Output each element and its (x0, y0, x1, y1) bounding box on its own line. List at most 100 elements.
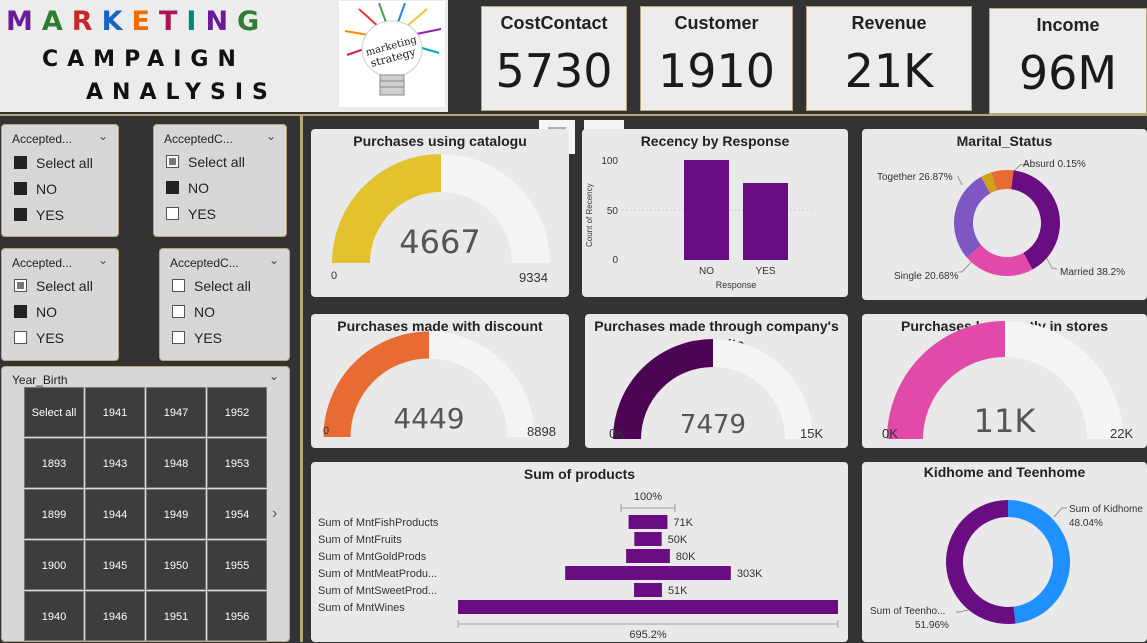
funnel-bar[interactable] (458, 600, 838, 614)
year-cell[interactable]: 1900 (24, 540, 84, 590)
gauge-min: 0 (331, 270, 337, 282)
funnel-bar[interactable] (634, 583, 662, 597)
chevron-down-icon[interactable]: ⌄ (98, 253, 108, 267)
slicer-accepted-3[interactable]: Accepted... ⌄ Select all NO YES (1, 248, 119, 361)
kpi-value: 1910 (641, 44, 792, 98)
gauge-min: 0K (882, 426, 898, 441)
year-cell[interactable]: 1955 (207, 540, 267, 590)
year-cell[interactable]: 1893 (24, 438, 84, 488)
option-label: Select all (188, 154, 245, 170)
year-grid: Select all 1941 1947 1952 1893 1943 1948 1953 18… (24, 387, 270, 643)
donut-slice[interactable] (1011, 170, 1060, 269)
year-cell[interactable]: 1956 (207, 591, 267, 641)
checkbox-icon[interactable] (166, 207, 179, 220)
gauge-card-web: Purchases made through company's web sit… (585, 314, 848, 448)
option-label: NO (194, 304, 215, 320)
year-cell[interactable]: 1943 (85, 438, 145, 488)
slicer-option[interactable]: NO (14, 304, 57, 320)
year-cell[interactable]: 1948 (146, 438, 206, 488)
option-label: Select all (36, 278, 93, 294)
chevron-down-icon[interactable]: ⌄ (269, 253, 279, 267)
chevron-down-icon[interactable]: ⌄ (269, 369, 279, 383)
slicer-header: Accepted... (12, 256, 72, 270)
year-cell[interactable]: 1940 (24, 591, 84, 641)
donut-slice[interactable] (967, 245, 1033, 276)
chevron-right-icon[interactable]: › (272, 505, 277, 523)
title-letter: R (72, 6, 102, 37)
gauge-max: 9334 (519, 270, 548, 285)
year-cell[interactable]: 1953 (207, 438, 267, 488)
year-cell[interactable]: 1949 (146, 489, 206, 539)
year-cell[interactable]: 1946 (85, 591, 145, 641)
y-axis-label: Count of Recency (585, 183, 594, 247)
checkbox-icon[interactable] (172, 305, 185, 318)
slicer-accepted-2[interactable]: AcceptedC... ⌄ Select all NO YES (153, 124, 287, 237)
kpi-label: Revenue (807, 13, 971, 34)
lightbulb-icon: marketing strategy (339, 1, 445, 107)
year-cell[interactable]: Select all (24, 387, 84, 437)
gauge-value: 4449 (311, 402, 547, 435)
checkbox-icon[interactable] (14, 182, 27, 195)
year-cell[interactable]: 1899 (24, 489, 84, 539)
funnel-top-label: 100% (634, 491, 662, 503)
y-tick: 50 (607, 206, 619, 217)
slicer-option[interactable]: YES (14, 207, 64, 223)
slicer-option[interactable]: Select all (166, 154, 245, 170)
slicer-option[interactable]: NO (172, 304, 215, 320)
year-cell[interactable]: 1944 (85, 489, 145, 539)
chevron-down-icon[interactable]: ⌄ (98, 129, 108, 143)
option-label: NO (36, 304, 57, 320)
year-cell[interactable]: 1954 (207, 489, 267, 539)
donut-slice[interactable] (946, 500, 1016, 624)
kpi-card-revenue: Revenue 21K (806, 6, 972, 111)
checkbox-icon[interactable] (14, 305, 27, 318)
bar[interactable] (743, 183, 788, 260)
donut-slice[interactable] (954, 177, 990, 258)
year-cell[interactable]: 1947 (146, 387, 206, 437)
slicer-option[interactable]: Select all (14, 155, 93, 171)
slicer-option[interactable]: YES (172, 330, 222, 346)
slicer-option[interactable]: YES (166, 206, 216, 222)
checkbox-icon[interactable] (172, 279, 185, 292)
slicer-accepted-1[interactable]: Accepted... ⌄ Select all NO YES (1, 124, 119, 237)
checkbox-icon[interactable] (14, 331, 27, 344)
checkbox-icon[interactable] (172, 331, 185, 344)
donut-slice[interactable] (1008, 500, 1070, 624)
year-cell[interactable]: 1941 (85, 387, 145, 437)
funnel-bar[interactable] (629, 515, 668, 529)
checkbox-icon[interactable] (166, 155, 179, 168)
value-label: 50K (668, 534, 688, 546)
kpi-value: 21K (807, 44, 971, 98)
checkbox-icon[interactable] (14, 208, 27, 221)
category-label: Sum of MntFishProducts (318, 517, 439, 529)
bar[interactable] (684, 160, 729, 260)
slice-label: Married 38.2% (1060, 267, 1125, 278)
funnel-bar[interactable] (626, 549, 670, 563)
chevron-down-icon[interactable]: ⌄ (266, 129, 276, 143)
marital-status-card: Marital_Status Absurd 0.15% Married 38.2… (862, 129, 1147, 300)
checkbox-icon[interactable] (14, 279, 27, 292)
year-cell[interactable]: 1952 (207, 387, 267, 437)
year-cell[interactable]: 1951 (146, 591, 206, 641)
funnel-bar[interactable] (565, 566, 731, 580)
slicer-accepted-4[interactable]: AcceptedC... ⌄ Select all NO YES (159, 248, 290, 361)
category-label: Sum of MntMeatProdu... (318, 568, 437, 580)
value-label: 51K (668, 585, 688, 597)
kpi-value: 5730 (482, 44, 626, 98)
funnel-bar[interactable] (634, 532, 661, 546)
slicer-option[interactable]: NO (14, 181, 57, 197)
category-label: Sum of MntWines (318, 602, 405, 614)
slicer-option[interactable]: NO (166, 180, 209, 196)
kpi-card-costcontact: CostContact 5730 (481, 6, 627, 111)
slicer-option[interactable]: YES (14, 330, 64, 346)
slicer-year-birth[interactable]: Year_Birth ⌄ Select all 1941 1947 1952 1893 1… (1, 366, 290, 642)
kidhome-donut-chart: Sum of Kidhome 48.04% Sum of Teenho... 5… (862, 462, 1147, 642)
year-cell[interactable]: 1945 (85, 540, 145, 590)
slice-label-teen: Sum of Teenho... (870, 606, 945, 617)
x-tick: NO (699, 266, 714, 277)
slicer-option[interactable]: Select all (14, 278, 93, 294)
checkbox-icon[interactable] (166, 181, 179, 194)
year-cell[interactable]: 1950 (146, 540, 206, 590)
slicer-option[interactable]: Select all (172, 278, 251, 294)
checkbox-icon[interactable] (14, 156, 27, 169)
